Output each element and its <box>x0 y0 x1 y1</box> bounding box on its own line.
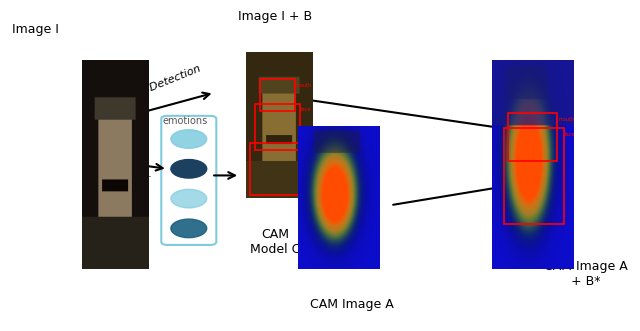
Circle shape <box>171 130 207 148</box>
Circle shape <box>171 160 207 178</box>
Text: face: face <box>301 107 311 112</box>
Bar <box>255 104 300 150</box>
Text: face: face <box>564 131 575 137</box>
Bar <box>260 79 295 111</box>
Text: CAM Image A
+ B*: CAM Image A + B* <box>544 260 627 288</box>
Text: Image I: Image I <box>12 23 59 36</box>
Text: mouth: mouth <box>558 117 574 122</box>
Bar <box>504 128 564 224</box>
Bar <box>250 143 308 195</box>
Text: emotions: emotions <box>163 116 208 126</box>
Circle shape <box>171 189 207 208</box>
Text: mouth: mouth <box>296 82 312 87</box>
Text: CAM Image A: CAM Image A <box>310 298 394 311</box>
Text: Model M: Model M <box>98 199 145 225</box>
Text: helmet: helmet <box>309 146 326 152</box>
Circle shape <box>171 219 207 238</box>
Text: CAM
Model C: CAM Model C <box>250 228 300 256</box>
Text: Image I + B: Image I + B <box>238 10 312 23</box>
Text: horror: horror <box>121 174 150 184</box>
FancyBboxPatch shape <box>161 116 216 245</box>
Bar <box>508 113 557 161</box>
Text: Object Detection: Object Detection <box>111 64 202 108</box>
